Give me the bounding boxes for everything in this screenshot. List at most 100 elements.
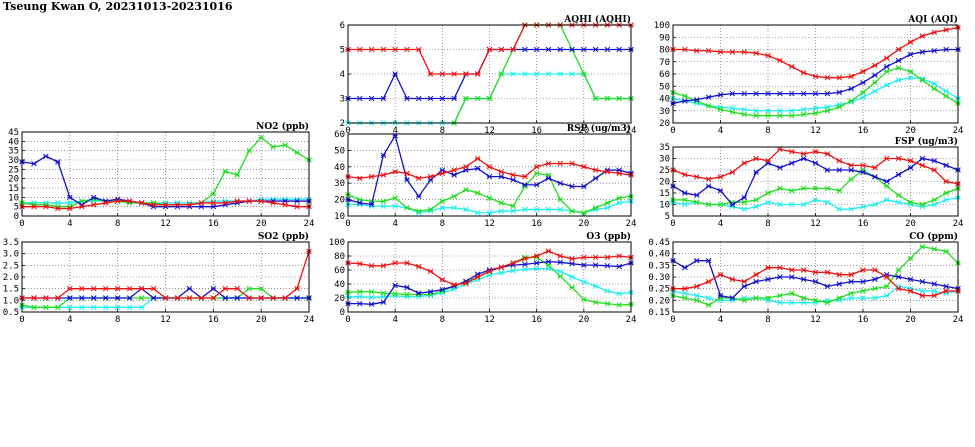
x-tick-label: 24 — [953, 219, 964, 229]
data-point — [848, 206, 854, 212]
data-point — [294, 198, 300, 204]
data-point — [693, 283, 700, 290]
x-tick-label: 4 — [718, 126, 723, 136]
data-point — [895, 65, 902, 71]
data-point — [872, 88, 878, 94]
data-point — [31, 304, 37, 311]
data-point — [222, 295, 229, 301]
x-tick-label: 4 — [718, 219, 723, 229]
data-point — [427, 71, 434, 77]
data-point — [788, 274, 795, 280]
data-point — [357, 288, 363, 295]
y-tick-label: 3.5 — [3, 238, 19, 248]
x-tick-label: 4 — [392, 219, 397, 229]
x-tick-label: 0 — [670, 315, 675, 325]
data-point — [777, 90, 783, 97]
data-point — [210, 200, 217, 206]
x-tick-label: 4 — [67, 219, 72, 229]
data-point — [150, 295, 157, 301]
data-point — [943, 27, 949, 33]
data-point — [788, 107, 795, 114]
chart-title: RSP (ug/m3) — [567, 123, 631, 134]
data-point — [186, 295, 193, 301]
x-tick-label: 8 — [115, 315, 120, 325]
data-point — [824, 151, 831, 157]
data-point — [258, 285, 264, 292]
data-point — [788, 63, 795, 70]
data-point — [800, 151, 807, 157]
y-tick-label: 30 — [334, 179, 345, 189]
data-point — [682, 201, 688, 208]
data-point — [907, 68, 914, 75]
data-point — [705, 183, 712, 189]
data-point — [522, 46, 528, 53]
data-point — [102, 285, 109, 292]
data-point — [741, 106, 748, 113]
data-point — [812, 297, 819, 304]
data-point — [43, 153, 49, 160]
series-red — [670, 24, 961, 81]
chart-title: SO2 (ppb) — [258, 231, 309, 242]
data-point — [368, 301, 375, 308]
data-point — [43, 304, 49, 311]
data-point — [705, 201, 712, 208]
data-point — [907, 255, 914, 262]
chart-title: AQI (AQI) — [907, 14, 958, 25]
chart-title: NO2 (ppb) — [256, 121, 309, 132]
data-point — [765, 276, 771, 283]
x-tick-label: 12 — [810, 219, 821, 229]
data-point — [545, 258, 552, 265]
data-point — [895, 285, 902, 292]
data-point — [848, 98, 854, 104]
data-point — [883, 183, 890, 189]
data-point — [486, 164, 493, 170]
data-point — [741, 297, 748, 304]
data-point — [404, 177, 410, 183]
data-point — [102, 304, 109, 311]
data-point — [592, 175, 599, 182]
data-point — [510, 46, 516, 53]
data-point — [800, 276, 807, 283]
data-point — [392, 203, 398, 209]
data-point — [604, 205, 611, 211]
series-red — [19, 198, 312, 212]
data-point — [616, 253, 622, 259]
data-point — [682, 190, 688, 196]
data-point — [693, 199, 700, 205]
data-point — [90, 202, 97, 208]
x-tick-label: 24 — [953, 126, 964, 136]
x-tick-label: 12 — [160, 315, 171, 325]
data-point — [931, 158, 938, 164]
data-point — [907, 51, 914, 58]
y-tick-label: 25 — [659, 166, 670, 176]
data-point — [270, 295, 276, 301]
data-point — [860, 89, 866, 96]
data-point — [569, 183, 575, 190]
data-point — [943, 190, 949, 196]
data-point — [705, 302, 712, 308]
data-point — [439, 95, 446, 102]
data-point — [895, 46, 902, 53]
co-chart: CO (ppm) 0.15 0.200.25 0.30 0.350.40 0.45 0 4 8 1… — [648, 231, 963, 325]
data-point — [741, 111, 748, 118]
y-tick-label: 60 — [334, 130, 345, 140]
y-tick-label: 0.25 — [648, 285, 670, 295]
x-tick-label: 4 — [67, 315, 72, 325]
data-point — [368, 288, 375, 295]
data-point — [616, 95, 622, 102]
data-point — [919, 278, 926, 285]
data-point — [919, 288, 926, 294]
data-point — [895, 267, 902, 273]
y-tick-label: 0.40 — [648, 250, 670, 260]
data-point — [545, 160, 552, 167]
x-tick-label: 16 — [531, 219, 542, 229]
data-point — [79, 285, 85, 292]
data-point — [777, 112, 783, 119]
data-point — [138, 295, 145, 301]
data-point — [682, 197, 688, 203]
y-tick-label: 15 — [659, 189, 670, 199]
y-tick-label: 40 — [659, 95, 670, 105]
page-title: Tseung Kwan O, 20231013-20231016 — [3, 0, 233, 13]
data-point — [451, 205, 457, 211]
